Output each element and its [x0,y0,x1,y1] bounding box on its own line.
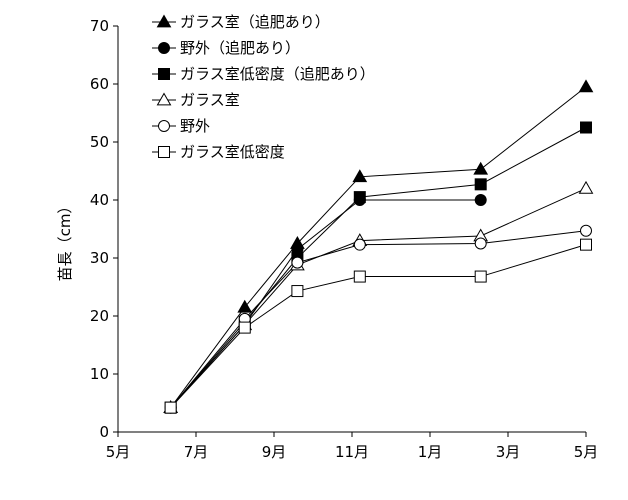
legend-label: 野外（追肥あり） [180,39,300,57]
data-point-series-6 [474,270,487,283]
y-tick-label: 40 [90,191,109,209]
legend-marker [158,42,170,54]
data-point-series-6 [580,238,592,251]
data-point-series-1 [352,169,368,183]
x-tick-label: 5月 [574,443,599,461]
series-line-6 [170,244,587,408]
legend: ガラス室（追肥あり） 野外（追肥あり） ガラス室低密度（追肥あり） ガラス室野外ガラス… [152,13,375,161]
y-tick-label: 60 [90,75,109,93]
legend-label: ガラス室低密度 [180,143,285,161]
x-tick-label: 9月 [262,443,287,461]
y-tick-label: 70 [90,17,109,35]
x-tick-label: 11月 [335,443,369,461]
series-line-4 [170,187,587,408]
y-ticks: 0 10 20 30 40 50 60 70 [90,17,118,441]
legend-marker [158,120,170,132]
data-point-series-5 [353,238,366,251]
x-ticks: 5月 7月 9月 11月 1月 3月 5月 [106,432,599,461]
series-line-5 [170,230,587,408]
data-point-series-5 [474,237,487,250]
legend-label: ガラス室 [180,91,240,109]
axes: 0 10 20 30 40 50 60 70 5月 7月 9月 11月 1月 3月 5月 苗長（cm） [56,17,598,461]
x-tick-label: 7月 [184,443,209,461]
series-line-1 [170,86,587,408]
data-point-series-3 [580,121,592,134]
series-line-3 [170,127,587,408]
legend-label: ガラス室（追肥あり） [180,13,330,31]
data-point-series-1 [578,79,594,93]
data-point-series-1 [237,299,253,313]
y-axis-title: 苗長（cm） [56,199,74,282]
legend-marker [158,68,170,80]
x-tick-label: 3月 [496,443,521,461]
legend-label: 野外 [180,117,210,135]
y-tick-label: 10 [90,365,109,383]
y-tick-label: 50 [90,133,109,151]
legend-marker [156,14,172,28]
legend-marker [156,92,172,106]
x-tick-label: 5月 [106,443,131,461]
data-point-series-3 [474,178,487,191]
legend-label: ガラス室低密度（追肥あり） [180,65,375,83]
data-point-series-5 [291,256,304,269]
y-tick-label: 20 [90,307,109,325]
data-point-series-3 [353,191,366,204]
data-point-series-6 [238,321,251,334]
data-point-series-2 [474,194,487,206]
data-point-series-6 [291,285,304,298]
data-point-series-4 [578,180,594,194]
y-tick-label: 0 [99,423,109,441]
data-point-series-6 [164,401,177,414]
data-point-series-5 [580,224,592,237]
series-line-2 [170,199,481,408]
data-point-series-6 [353,270,366,283]
series-markers [163,79,594,414]
x-tick-label: 1月 [418,443,443,461]
y-tick-label: 30 [90,249,109,267]
data-point-series-1 [473,161,489,175]
series-lines [170,86,587,408]
legend-marker [158,146,170,158]
